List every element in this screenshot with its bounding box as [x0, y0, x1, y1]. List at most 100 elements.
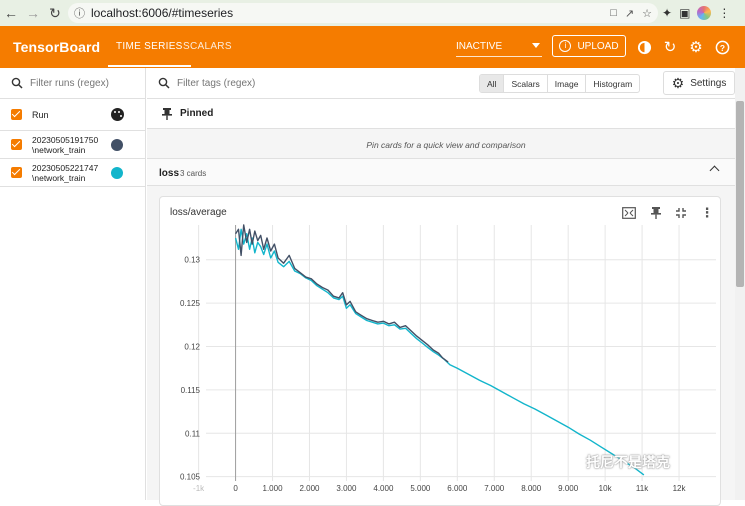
- search-icon: [158, 77, 170, 89]
- profile-icon[interactable]: [697, 6, 712, 20]
- more-vert-icon[interactable]: ⋮: [700, 205, 714, 220]
- palette-icon[interactable]: [111, 108, 124, 121]
- run-name-line1: 20230505191750: [32, 134, 99, 145]
- y-tick-labels: 0.105 0.11 0.115 0.12 0.125 0.13: [180, 256, 201, 482]
- x-tick-label: 11k: [636, 484, 649, 491]
- select-all-checkbox[interactable]: [11, 109, 22, 120]
- pin-icon: [162, 107, 172, 120]
- series-line-1: [234, 228, 645, 476]
- refresh-icon[interactable]: ↻: [663, 39, 677, 56]
- main-panel: Filter tags (regex) All Scalars Image Hi…: [147, 68, 745, 506]
- runs-table-header: Run: [0, 99, 145, 131]
- forward-icon[interactable]: →: [26, 5, 40, 21]
- x-tick-label: 1,000: [263, 484, 284, 491]
- type-scalars-button[interactable]: Scalars: [504, 75, 548, 92]
- run-name-line1: 20230505221747: [32, 162, 99, 173]
- x-tick-label: 6,000: [447, 484, 468, 491]
- y-tick-label: 0.13: [184, 256, 200, 265]
- svg-text:?: ?: [719, 42, 724, 52]
- address-bar[interactable]: ⓘ localhost:6006/#timeseries □ ↗ ☆: [68, 3, 658, 23]
- run-checkbox[interactable]: [11, 139, 22, 150]
- x-tick-label: 2,000: [299, 484, 320, 491]
- card-title: loss/average: [170, 207, 227, 218]
- settings-label: Settings: [690, 77, 727, 89]
- run-row: 20230505191750 \network_train: [0, 131, 145, 159]
- type-all-button[interactable]: All: [480, 75, 505, 92]
- inactive-plugins-select[interactable]: INACTIVE: [456, 37, 542, 57]
- run-name-line2: \network_train: [32, 172, 86, 183]
- run-row: 20230505221747 \network_train: [0, 159, 145, 187]
- pinned-section-header: Pinned: [147, 99, 745, 129]
- run-checkbox[interactable]: [11, 167, 22, 178]
- x-tick-label: 5,000: [410, 484, 431, 491]
- chart-lines: [234, 224, 645, 476]
- scrollbar-thumb[interactable]: [736, 101, 744, 287]
- run-color-swatch[interactable]: [111, 139, 123, 151]
- tensorboard-header: TensorBoard TIME SERIES SCALARS INACTIVE…: [0, 26, 745, 68]
- run-name: 20230505191750 \network_train: [32, 135, 104, 155]
- info-icon[interactable]: ⓘ: [74, 8, 85, 20]
- watermark-text: 托尼不是塔克: [586, 454, 670, 470]
- search-icon: [11, 77, 23, 89]
- settings-button[interactable]: ⚙ Settings: [663, 71, 735, 95]
- scalar-card: loss/average ⋮ 0.105 0.11 0.115 0.12 0.125 0.…: [159, 196, 721, 506]
- pinned-hint: Pin cards for a quick view and compariso…: [147, 129, 745, 159]
- settings-gear-icon[interactable]: ⚙: [689, 39, 703, 56]
- fit-to-data-icon[interactable]: [622, 206, 636, 220]
- theme-icon[interactable]: [636, 39, 652, 55]
- x-tick-label: 3,000: [336, 484, 357, 491]
- series-line-0: [235, 224, 449, 363]
- group-card-count: 3 cards: [180, 169, 207, 178]
- main-scrollbar[interactable]: [735, 68, 745, 500]
- x-tick-label: 7,000: [484, 484, 505, 491]
- settings-icon: ⚙: [671, 74, 685, 91]
- x-tick-label: 10k: [599, 484, 613, 491]
- plugin-type-toggle: All Scalars Image Histogram: [479, 74, 641, 93]
- tag-filter-input[interactable]: Filter tags (regex): [177, 78, 256, 89]
- type-histogram-button[interactable]: Histogram: [593, 79, 633, 89]
- run-color-swatch[interactable]: [111, 167, 123, 179]
- upload-info-icon: i: [559, 40, 572, 52]
- pin-card-icon[interactable]: [649, 206, 663, 220]
- x-tick-label: 12k: [673, 484, 687, 491]
- menu-icon[interactable]: ⋮: [718, 6, 731, 20]
- run-name-line2: \network_train: [32, 144, 86, 155]
- pinned-label: Pinned: [180, 108, 214, 119]
- chevron-up-icon[interactable]: [709, 165, 720, 176]
- tag-group-header[interactable]: loss 3 cards: [147, 159, 745, 186]
- type-image-button[interactable]: Image: [548, 75, 587, 92]
- x-tick-label: 0: [233, 484, 238, 491]
- translate-icon[interactable]: □: [610, 7, 617, 19]
- share-icon[interactable]: ↗: [624, 7, 635, 20]
- y-tick-label: 0.125: [180, 299, 201, 308]
- browser-toolbar: ← → ↻ ⓘ localhost:6006/#timeseries □ ↗ ☆…: [0, 0, 745, 26]
- url-text[interactable]: localhost:6006/#timeseries: [91, 6, 234, 20]
- runs-sidebar: Filter runs (regex) Run 20230505191750 \n…: [0, 68, 146, 500]
- caret-down-icon: [532, 43, 540, 48]
- runs-filter[interactable]: Filter runs (regex): [0, 68, 145, 99]
- inactive-select-label: INACTIVE: [456, 41, 503, 52]
- y-tick-label: 0.12: [184, 342, 200, 351]
- x-tick-label: 9,000: [558, 484, 579, 491]
- reload-icon[interactable]: ↻: [49, 4, 61, 21]
- sidepanel-icon[interactable]: ▣: [679, 6, 691, 20]
- group-name: loss: [159, 168, 180, 179]
- upload-label: UPLOAD: [577, 40, 619, 52]
- chart-grid: [198, 225, 716, 481]
- tab-time-series[interactable]: TIME SERIES: [108, 41, 191, 67]
- extensions-icon[interactable]: ✦: [662, 6, 673, 20]
- runs-filter-input[interactable]: Filter runs (regex): [30, 77, 109, 89]
- back-icon[interactable]: ←: [4, 5, 18, 21]
- collapse-icon[interactable]: [674, 206, 688, 220]
- tab-scalars[interactable]: SCALARS: [183, 41, 232, 52]
- brand-title: TensorBoard: [13, 39, 101, 55]
- star-icon[interactable]: ☆: [642, 7, 652, 20]
- x-tick-label: 4,000: [373, 484, 394, 491]
- loss-average-chart[interactable]: 0.105 0.11 0.115 0.12 0.125 0.13 -1k 0 1,000 2,0…: [160, 215, 720, 491]
- y-tick-label: 0.105: [180, 473, 201, 482]
- tag-toolbar: Filter tags (regex) All Scalars Image Hi…: [147, 68, 745, 99]
- x-tick-label: 8,000: [521, 484, 542, 491]
- help-icon[interactable]: ?: [714, 39, 730, 55]
- upload-button[interactable]: i UPLOAD: [552, 35, 626, 57]
- run-column-header: Run: [32, 109, 49, 120]
